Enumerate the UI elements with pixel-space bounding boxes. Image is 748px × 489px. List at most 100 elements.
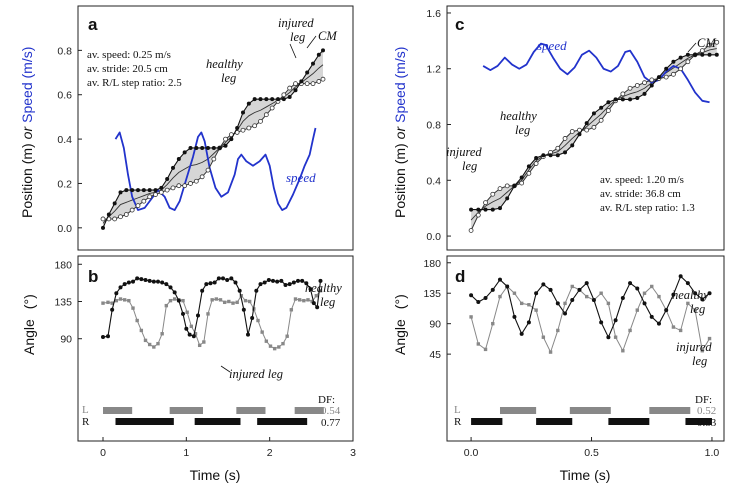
healthy-leg-point [130,188,135,193]
injured-leg-point [106,300,110,305]
injured-leg-point [490,191,496,197]
panel-d-yticks: 45 90 135 180 [423,258,451,361]
healthy-leg-point [101,335,105,340]
panel-d-xlabel: Time (s) [560,467,611,483]
injured-leg-point [260,330,264,334]
panel-a-injured-label-2: leg [290,30,305,44]
panel-d-healthy-label-2: leg [690,302,705,316]
ytick-label: 90 [60,334,72,346]
injured-leg-point [168,298,173,303]
panel-c-frame [446,5,725,251]
healthy-leg-point [563,311,568,316]
ytick-label: 90 [429,319,441,331]
injured-leg-point [181,298,185,303]
healthy-leg-point [714,52,719,57]
injured-leg-point [156,341,160,346]
healthy-leg-point [591,297,596,302]
ytick-label: 0.8 [57,45,72,57]
healthy-leg-point [606,335,611,340]
panel-c-stat-stride: av. stride: 36.8 cm [600,188,681,200]
injured-leg-point [118,297,123,301]
healthy-leg-point [281,97,286,102]
injured-leg-point [297,298,302,302]
ytick-label: 0.6 [57,90,72,102]
injured-leg-point [110,301,114,305]
healthy-leg-point [476,300,481,305]
injured-leg-point [252,123,258,129]
injured-leg-point [599,291,603,295]
healthy-leg-point [570,143,575,148]
healthy-leg-point [147,188,152,193]
panel-c-ylabel-position: Position (m) [392,143,408,218]
leg-difference-area [103,50,323,228]
healthy-leg-point [200,288,205,293]
healthy-leg-point [693,291,698,296]
injured-leg-point [498,294,502,299]
panel-c-speed-label: speed [537,38,567,53]
injured-leg-point [272,346,277,351]
injured-leg-point [258,118,263,124]
healthy-leg-point [237,288,242,293]
healthy-leg-point [266,277,271,282]
injured-leg-point [635,308,639,312]
injured-leg-point [205,167,211,173]
panel-d-df-L: 0.52 [697,405,716,417]
injured-leg-point [147,194,153,200]
healthy-leg-point [649,83,654,88]
injured-leg-point [139,328,144,333]
injured-leg-point [693,308,697,312]
injured-leg-point [562,136,568,141]
healthy-leg-point [483,295,488,300]
injured-leg-point [650,284,654,289]
healthy-leg-point [171,165,175,170]
injured-leg-point [468,228,474,233]
injured-leg-point [634,83,640,88]
injured-leg-point [246,125,252,131]
panel-b-xlabel: Time (s) [190,467,241,483]
healthy-leg-point [519,175,524,180]
panel-a-stat-ratio: av. R/L step ratio: 2.5 [87,77,182,89]
gait-bar-right [471,418,503,425]
ytick-label: 180 [54,259,72,271]
injured-leg-point [214,297,219,301]
healthy-leg-point [685,52,690,57]
injured-leg-point [714,39,720,45]
injured-leg-point [469,315,473,319]
panel-c-stat-speed: av. speed: 1.20 m/s [600,174,684,186]
ytick-label: 0.0 [426,231,441,243]
injured-leg-point [218,298,223,302]
panel-a-healthy-label-2: leg [221,71,236,85]
panel-d-R-label: R [454,416,462,428]
injured-leg-point [143,338,148,343]
healthy-leg-point [159,185,164,190]
healthy-leg-point [241,307,246,312]
panel-b-df-label: DF: [318,394,335,406]
injured-leg-point [123,212,129,217]
healthy-leg-point [156,279,160,284]
injured-leg-point [302,298,306,303]
healthy-leg-point [505,196,510,201]
injured-leg-point [534,308,538,312]
healthy-leg-point [469,293,474,298]
healthy-leg-point [106,334,110,339]
injured-leg-point [504,183,510,189]
injured-leg-point [118,214,123,220]
healthy-leg-point [223,143,228,148]
healthy-leg-point [577,287,582,292]
healthy-leg-point [678,274,683,279]
panel-c-cm-label: CM [697,36,716,50]
healthy-leg-point [211,145,216,150]
injured-leg-point [281,341,285,346]
injured-leg-point [127,298,131,303]
injured-leg-point [147,342,152,347]
healthy-leg-point [469,207,474,212]
injured-leg-point [240,127,246,133]
healthy-leg-point [642,91,647,96]
injured-leg-point [678,328,683,333]
healthy-leg-point [490,207,495,212]
healthy-leg-point [176,298,181,303]
gait-bar-right [608,418,650,425]
injured-leg-point [519,301,524,306]
healthy-leg-point [271,278,275,283]
